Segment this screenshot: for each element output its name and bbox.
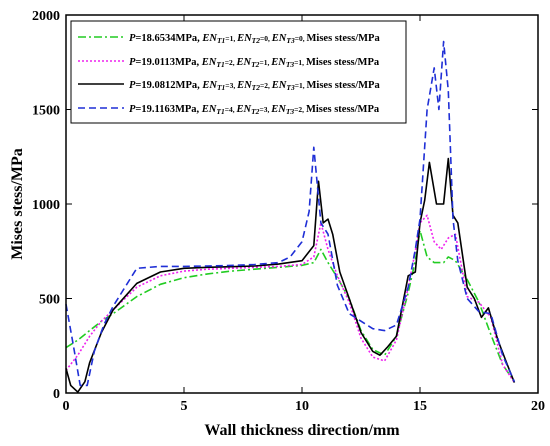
x-tick-label: 10 xyxy=(295,399,309,414)
legend-box xyxy=(70,20,407,124)
x-tick-label: 0 xyxy=(63,399,70,414)
y-tick-label: 1500 xyxy=(32,104,60,119)
legend-entry-3: P=19.0812MPa, ENT1=3, ENT2=2, ENT3=1, Mi… xyxy=(129,80,380,92)
y-tick-label: 0 xyxy=(53,387,60,402)
x-tick-label: 15 xyxy=(413,399,427,414)
y-tick-label: 500 xyxy=(39,293,60,308)
y-tick-label: 1000 xyxy=(32,198,60,213)
y-axis-title: Mises stess/MPa xyxy=(9,148,26,260)
axis-ticks: 0 5 10 15 20 0 500 1000 1500 2000 xyxy=(32,9,545,414)
x-axis-title: Wall thickness direction/mm xyxy=(204,422,400,439)
y-tick-label: 2000 xyxy=(32,9,60,24)
series-line-1 xyxy=(65,229,516,383)
series-line-3 xyxy=(65,157,516,393)
legend-entry-4: P=19.1163MPa, ENT1=4, ENT2=3, ENT3=2, Mi… xyxy=(129,104,380,116)
x-tick-label: 20 xyxy=(531,399,545,414)
x-tick-label: 5 xyxy=(181,399,188,414)
plot-lines xyxy=(65,40,516,393)
legend-entry-1: P=18.6534MPa, ENT1=1, ENT2=0, ENT3=0, Mi… xyxy=(129,33,380,45)
legend: P=18.6534MPa, ENT1=1, ENT2=0, ENT3=0, Mi… xyxy=(70,20,407,124)
legend-entry-2: P=19.0113MPa, ENT1=2, ENT2=1, ENT3=1, Mi… xyxy=(129,57,380,69)
series-line-4 xyxy=(65,40,516,387)
